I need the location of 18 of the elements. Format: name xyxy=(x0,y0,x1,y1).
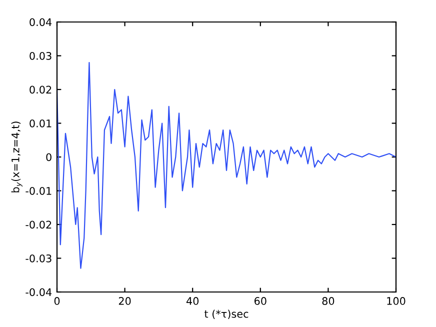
y-tick-label: 0 xyxy=(46,153,52,162)
x-tick-label: 80 xyxy=(322,297,334,305)
y-tick-label: 0.03 xyxy=(30,52,52,60)
x-tick-label: 100 xyxy=(387,297,406,305)
y-tick-label: -0.01 xyxy=(26,186,52,195)
y-tick-label: 0.02 xyxy=(30,86,52,94)
y-tick-label: -0.04 xyxy=(26,288,52,296)
x-tick-label: 60 xyxy=(254,297,266,305)
line-series xyxy=(57,62,396,269)
y-tick-label: -0.02 xyxy=(26,220,52,229)
y-tick-label: -0.03 xyxy=(26,254,52,262)
x-axis-title: t (*τ)sec xyxy=(204,310,248,320)
x-tick-label: 0 xyxy=(54,297,60,305)
x-tick-label: 20 xyxy=(118,297,131,305)
y-tick-label: 0.01 xyxy=(30,119,52,128)
y-tick-label: 0.04 xyxy=(30,18,52,26)
x-tick-label: 40 xyxy=(186,297,199,305)
y-axis-title: b$_{y}$(x=1,z=4,t) xyxy=(11,122,22,192)
